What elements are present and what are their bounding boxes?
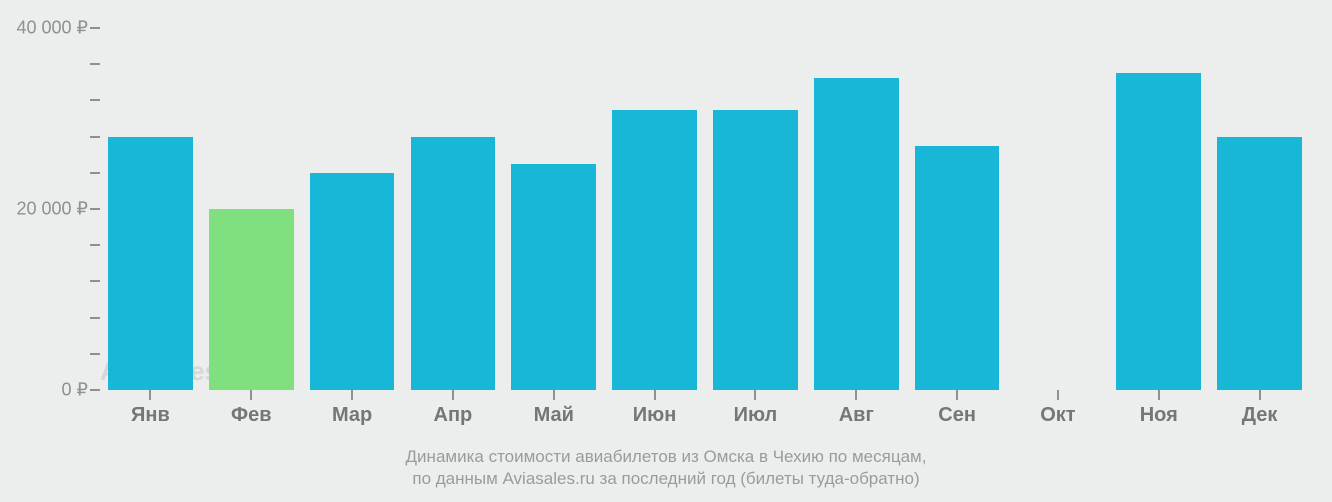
x-tick bbox=[956, 390, 958, 400]
caption-line-1: Динамика стоимости авиабилетов из Омска … bbox=[0, 446, 1332, 468]
y-axis-label: 0 ₽ bbox=[62, 380, 88, 401]
x-tick bbox=[1259, 390, 1261, 400]
bar bbox=[411, 137, 496, 390]
y-tick bbox=[90, 280, 100, 282]
x-tick bbox=[855, 390, 857, 400]
x-axis-label: Окт bbox=[1040, 404, 1075, 427]
bar-slot bbox=[806, 10, 907, 390]
bar-slot bbox=[705, 10, 806, 390]
x-tick bbox=[1158, 390, 1160, 400]
y-axis-label: 20 000 ₽ bbox=[16, 199, 88, 220]
bar-slot bbox=[1008, 10, 1109, 390]
bar-slot bbox=[1209, 10, 1310, 390]
bar bbox=[310, 173, 395, 390]
x-tick bbox=[149, 390, 151, 400]
x-tick bbox=[1057, 390, 1059, 400]
y-tick bbox=[90, 353, 100, 355]
bar bbox=[108, 137, 193, 390]
y-tick bbox=[90, 63, 100, 65]
price-chart: 0 ₽ 20 000 ₽ 40 000 ₽ Aviasales.ru Янв Фев М… bbox=[0, 0, 1332, 502]
bar bbox=[814, 78, 899, 390]
x-tick bbox=[250, 390, 252, 400]
bar-slot bbox=[403, 10, 504, 390]
x-axis-label: Мар bbox=[332, 404, 372, 427]
bar-slot bbox=[503, 10, 604, 390]
x-tick bbox=[452, 390, 454, 400]
bar bbox=[915, 146, 1000, 390]
y-tick bbox=[90, 172, 100, 174]
y-tick bbox=[90, 317, 100, 319]
x-axis-label: Июн bbox=[633, 404, 677, 427]
x-axis-label: Ноя bbox=[1140, 404, 1178, 427]
chart-caption: Динамика стоимости авиабилетов из Омска … bbox=[0, 446, 1332, 490]
x-axis-label: Янв bbox=[131, 404, 170, 427]
x-axis-label: Июл bbox=[734, 404, 778, 427]
y-tick bbox=[90, 99, 100, 101]
bar-slot bbox=[302, 10, 403, 390]
x-tick bbox=[754, 390, 756, 400]
y-tick bbox=[90, 136, 100, 138]
y-axis-label: 40 000 ₽ bbox=[16, 18, 88, 39]
bar bbox=[1116, 73, 1201, 390]
bar bbox=[713, 110, 798, 390]
y-tick bbox=[90, 244, 100, 246]
x-tick bbox=[654, 390, 656, 400]
x-axis: Янв Фев Мар Апр Май Июн Июл Авг Сен Окт Ноя Дек bbox=[100, 390, 1310, 440]
x-axis-label: Апр bbox=[434, 404, 473, 427]
y-axis: 0 ₽ 20 000 ₽ 40 000 ₽ bbox=[0, 0, 100, 502]
bar-slot bbox=[604, 10, 705, 390]
y-tick bbox=[90, 208, 100, 210]
bar-slot bbox=[100, 10, 201, 390]
x-axis-label: Фев bbox=[231, 404, 272, 427]
caption-line-2: по данным Aviasales.ru за последний год … bbox=[0, 468, 1332, 490]
y-tick bbox=[90, 27, 100, 29]
x-axis-label: Дек bbox=[1242, 404, 1278, 427]
bar-slot bbox=[907, 10, 1008, 390]
x-tick bbox=[351, 390, 353, 400]
bar bbox=[511, 164, 596, 390]
y-tick bbox=[90, 389, 100, 391]
plot-area: Aviasales.ru bbox=[100, 10, 1310, 390]
x-axis-label: Сен bbox=[938, 404, 976, 427]
x-axis-label: Авг bbox=[839, 404, 874, 427]
x-axis-label: Май bbox=[534, 404, 574, 427]
bar bbox=[1217, 137, 1302, 390]
x-tick bbox=[553, 390, 555, 400]
bar-slot bbox=[1108, 10, 1209, 390]
bar bbox=[612, 110, 697, 390]
bar bbox=[209, 209, 294, 390]
bar-slot bbox=[201, 10, 302, 390]
